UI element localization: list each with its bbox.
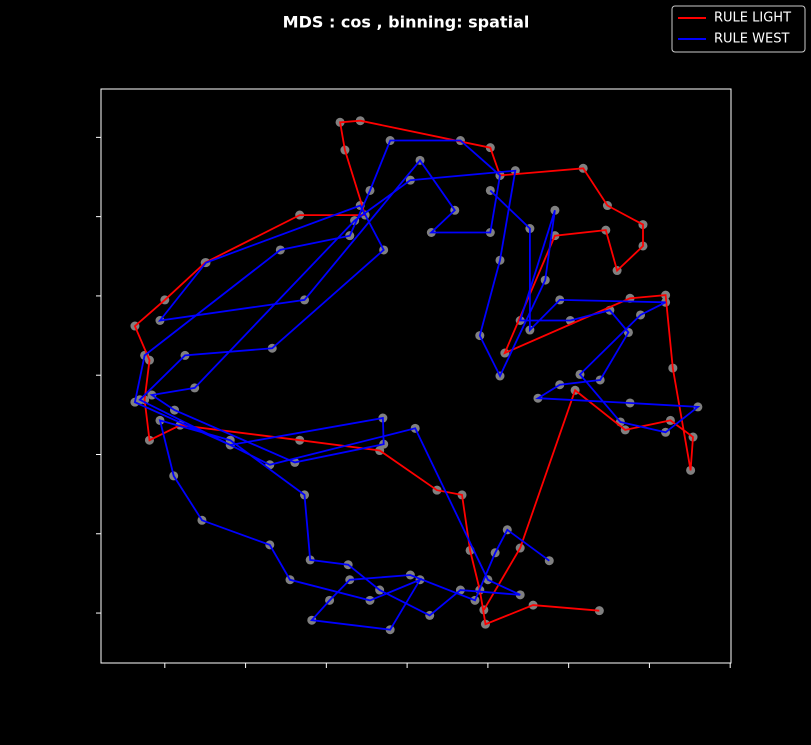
legend-label: RULE WEST xyxy=(714,32,789,47)
series-line xyxy=(133,139,701,631)
plot-frame xyxy=(100,88,732,664)
series-line xyxy=(133,119,694,626)
legend: RULE LIGHT RULE WEST xyxy=(671,5,806,53)
legend-label: RULE LIGHT xyxy=(714,11,791,26)
chart-title: MDS : cos , binning: spatial xyxy=(283,13,530,32)
point xyxy=(594,606,604,616)
